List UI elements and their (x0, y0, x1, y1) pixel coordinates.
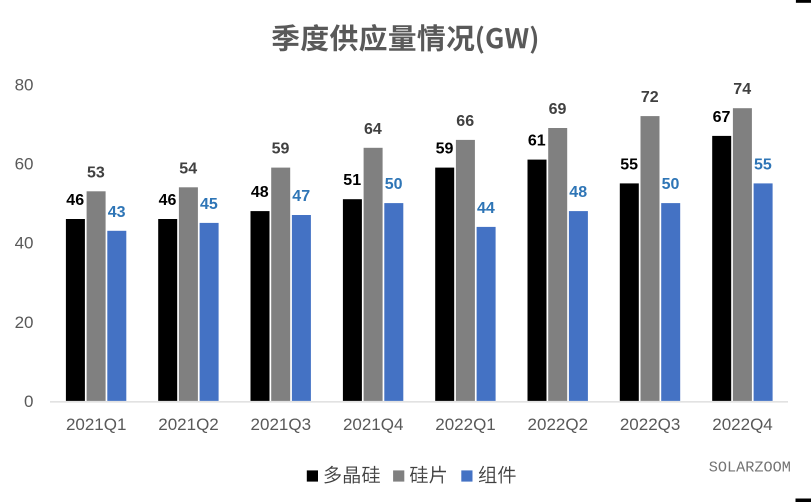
svg-text:46: 46 (66, 192, 84, 209)
svg-text:55: 55 (754, 156, 772, 173)
svg-text:43: 43 (108, 204, 126, 221)
svg-text:0: 0 (24, 392, 33, 411)
svg-text:48: 48 (569, 184, 587, 201)
svg-text:47: 47 (292, 188, 310, 205)
svg-text:20: 20 (15, 313, 34, 332)
svg-text:69: 69 (549, 101, 567, 118)
svg-text:59: 59 (436, 141, 454, 158)
svg-text:2021Q1: 2021Q1 (66, 415, 127, 434)
svg-text:2021Q2: 2021Q2 (158, 415, 219, 434)
svg-text:2022Q3: 2022Q3 (620, 415, 681, 434)
svg-text:53: 53 (87, 164, 105, 181)
svg-text:46: 46 (159, 192, 177, 209)
svg-text:67: 67 (713, 109, 731, 126)
svg-text:2021Q4: 2021Q4 (343, 415, 404, 434)
svg-text:50: 50 (662, 176, 680, 193)
svg-text:2022Q4: 2022Q4 (712, 415, 773, 434)
svg-text:50: 50 (385, 176, 403, 193)
svg-text:2021Q3: 2021Q3 (251, 415, 312, 434)
svg-text:44: 44 (477, 200, 495, 217)
svg-text:45: 45 (200, 196, 218, 213)
svg-text:SOLARZOOM: SOLARZOOM (709, 459, 791, 477)
svg-text:54: 54 (179, 160, 197, 177)
svg-text:60: 60 (15, 155, 34, 174)
svg-text:40: 40 (15, 234, 34, 253)
svg-text:55: 55 (620, 156, 638, 173)
svg-text:74: 74 (733, 81, 751, 98)
svg-text:51: 51 (343, 172, 361, 189)
svg-text:66: 66 (456, 113, 474, 130)
svg-text:2022Q1: 2022Q1 (435, 415, 496, 434)
svg-text:80: 80 (15, 76, 34, 95)
svg-text:61: 61 (528, 133, 546, 150)
svg-text:64: 64 (364, 121, 382, 138)
svg-text:72: 72 (641, 89, 659, 106)
svg-text:2022Q2: 2022Q2 (528, 415, 589, 434)
svg-text:48: 48 (251, 184, 269, 201)
svg-text:59: 59 (272, 141, 290, 158)
